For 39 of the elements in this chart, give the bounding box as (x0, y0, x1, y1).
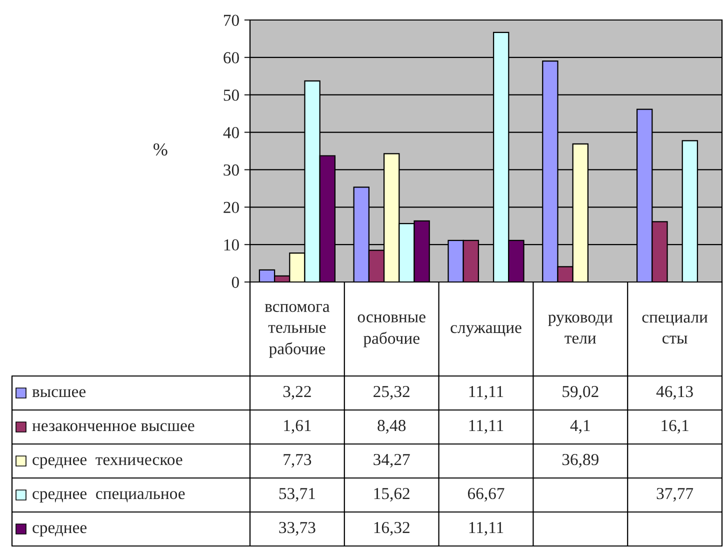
x-tick-label: основные рабочие (358, 314, 426, 348)
data-label: 7,73 (284, 454, 312, 468)
x-tick-label: специали сты (642, 314, 708, 344)
data-label: 4,1 (570, 420, 590, 434)
y-tick-label: 40 (223, 126, 239, 138)
data-label: 37,77 (656, 488, 694, 502)
legend-label: среднее (32, 525, 87, 537)
data-label: 11,11 (469, 420, 504, 434)
data-label: 11,11 (469, 522, 504, 536)
data-label: 34,27 (374, 454, 410, 468)
y-tick-label: 20 (224, 202, 239, 214)
legend-label: высшее (32, 389, 86, 398)
data-label: 25,32 (374, 386, 410, 400)
data-label: 46,13 (656, 386, 693, 400)
data-label: 66,67 (468, 488, 504, 502)
x-tick-label: руководи тели (548, 314, 613, 344)
y-tick-label: 10 (224, 239, 239, 251)
data-label: 11,11 (469, 386, 504, 400)
data-label: 59,02 (562, 386, 598, 400)
y-tick-label: 30 (224, 164, 239, 176)
y-tick-label: 70 (224, 14, 239, 26)
x-tick-label: служащие (450, 325, 522, 337)
legend-label: среднее техническое (32, 457, 182, 469)
legend-label: среднее специальное (32, 491, 185, 503)
legend-label: незаконченное высшее (32, 423, 194, 432)
y-axis-title: % (154, 143, 168, 156)
data-label: 53,71 (279, 488, 315, 502)
data-label: 33,73 (279, 522, 316, 536)
y-tick-label: 50 (224, 90, 239, 101)
data-label: 16,1 (662, 420, 688, 434)
data-label: 1,61 (284, 420, 311, 434)
data-label: 16,32 (374, 522, 410, 536)
data-label: 8,48 (378, 420, 406, 434)
y-tick-label: 60 (224, 52, 239, 64)
data-label: 3,22 (283, 386, 311, 400)
data-label: 36,89 (562, 454, 598, 468)
data-label: 15,62 (374, 488, 410, 502)
x-tick-label: вспомога тельные рабочие (264, 304, 330, 358)
y-tick-label: 0 (232, 276, 239, 288)
